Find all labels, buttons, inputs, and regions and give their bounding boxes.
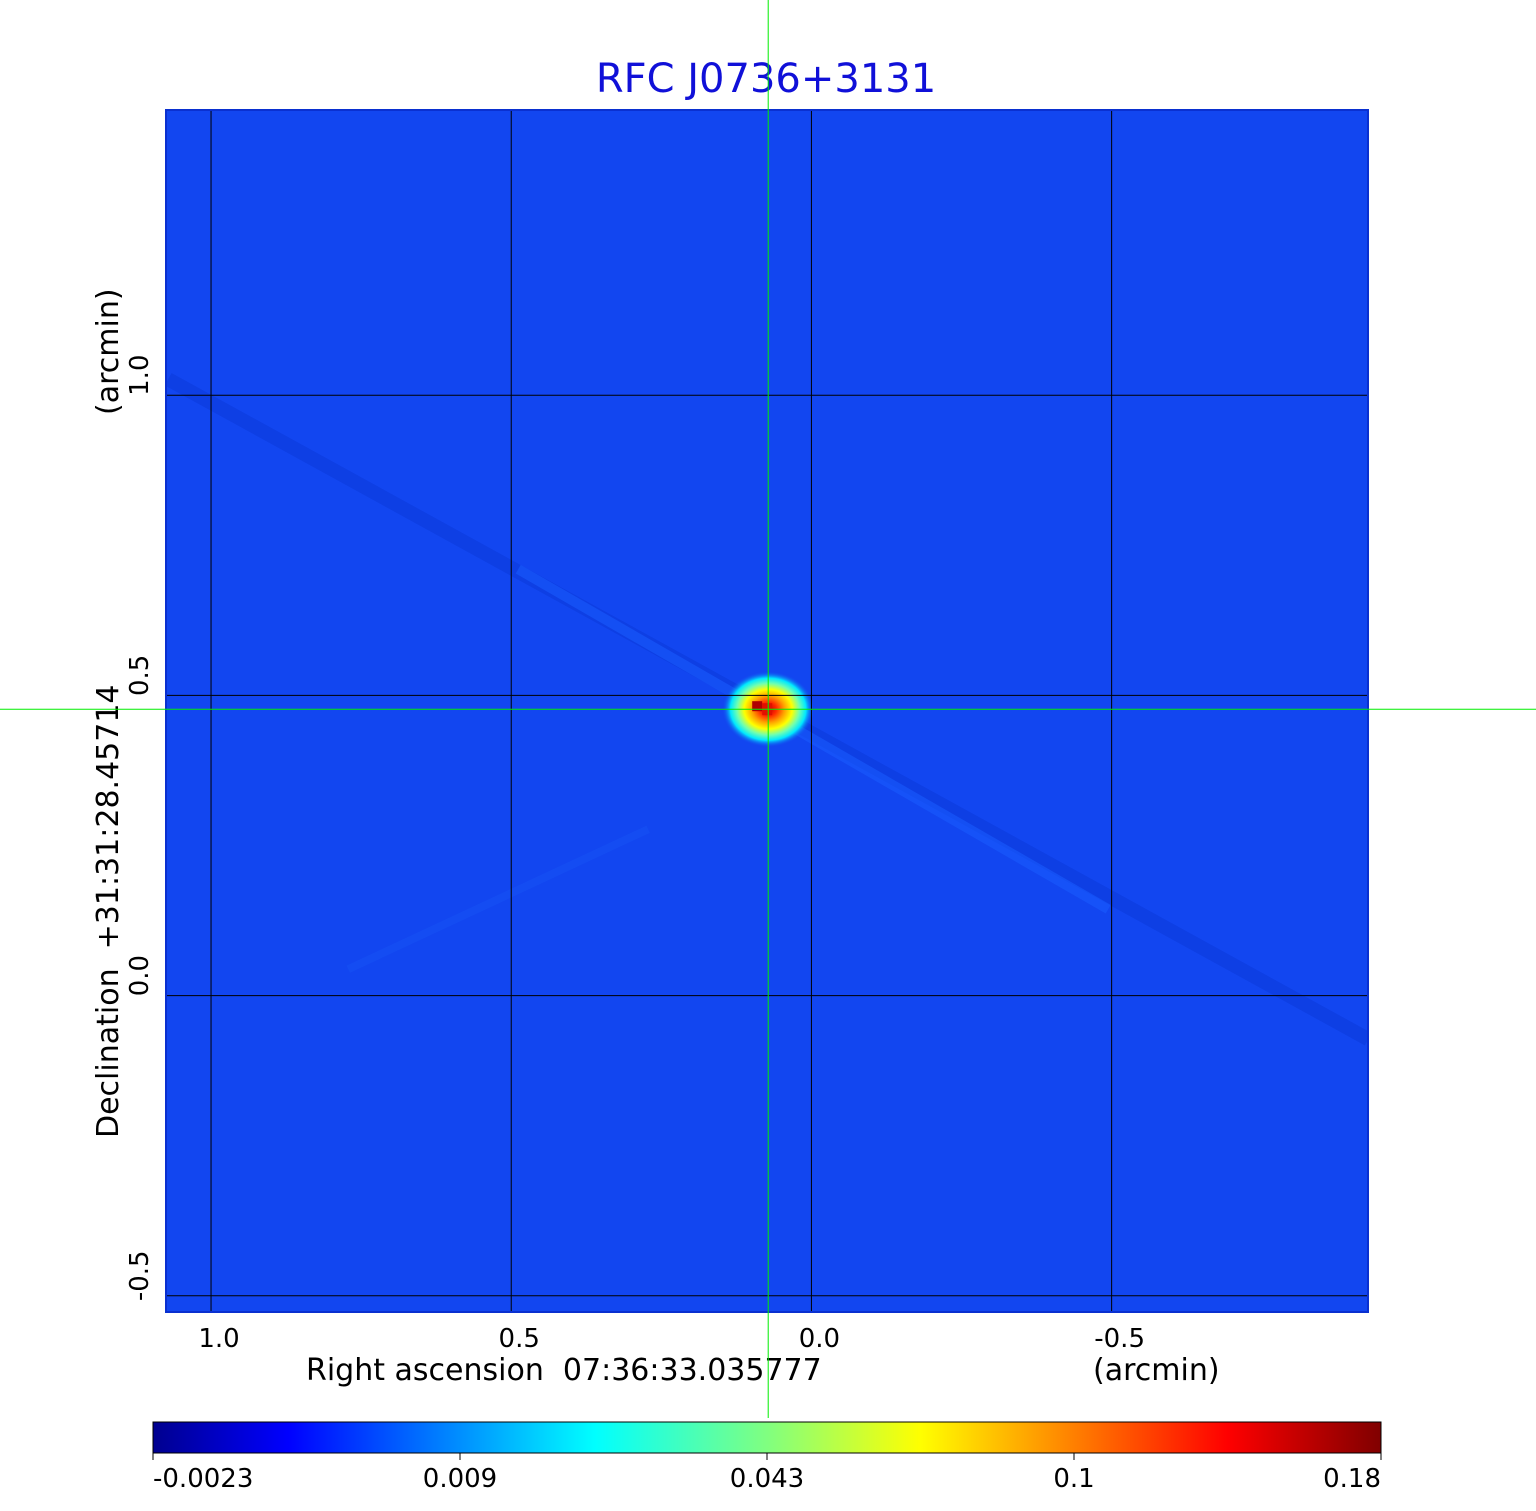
x-tick-label: -0.5: [1094, 1324, 1145, 1354]
grid-lines: [166, 110, 1368, 1312]
y-tick-label: 1.0: [125, 355, 155, 396]
plot-area: [165, 109, 1369, 1313]
x-tick-labels: 1.0 0.5 0.0 -0.5: [198, 1324, 1145, 1354]
y-tick-label: -0.5: [125, 1250, 155, 1301]
colorbar-tick-label: -0.0023: [153, 1464, 253, 1494]
colorbar-tick-label: 0.043: [730, 1464, 804, 1494]
colorbar-tick-label: 0.18: [1323, 1464, 1381, 1494]
y-tick-label: 0.5: [125, 655, 155, 696]
streak-line: [515, 564, 1111, 914]
source-peak-pixel: [752, 701, 763, 712]
x-axis-label: Right ascension 07:36:33.035777: [306, 1353, 822, 1388]
x-tick-label: 0.5: [499, 1324, 540, 1354]
y-tick-labels: 1.0 0.5 0.0 -0.5: [125, 355, 155, 1302]
colorbar-ticks: -0.0023 0.009 0.043 0.1 0.18: [152, 1453, 1382, 1494]
x-axis-unit: (arcmin): [1093, 1353, 1220, 1388]
colorbar-gradient: [152, 1421, 1382, 1454]
y-tick-label: 0.0: [125, 955, 155, 996]
x-tick-label: 1.0: [198, 1324, 239, 1354]
chart-title: RFC J0736+3131: [596, 56, 936, 102]
plot-frame: [165, 109, 1369, 1313]
y-axis-unit: (arcmin): [91, 288, 126, 415]
streak-line: [346, 825, 650, 973]
crosshair: [0, 0, 1536, 1418]
colorbar-tick-label: 0.1: [1053, 1464, 1094, 1494]
y-axis-label: Declination +31:31:28.45714: [91, 684, 126, 1138]
x-tick-label: 0.0: [799, 1324, 840, 1354]
colorbar-tick-label: 0.009: [423, 1464, 497, 1494]
colorbar: -0.0023 0.009 0.043 0.1 0.18: [152, 1421, 1382, 1494]
